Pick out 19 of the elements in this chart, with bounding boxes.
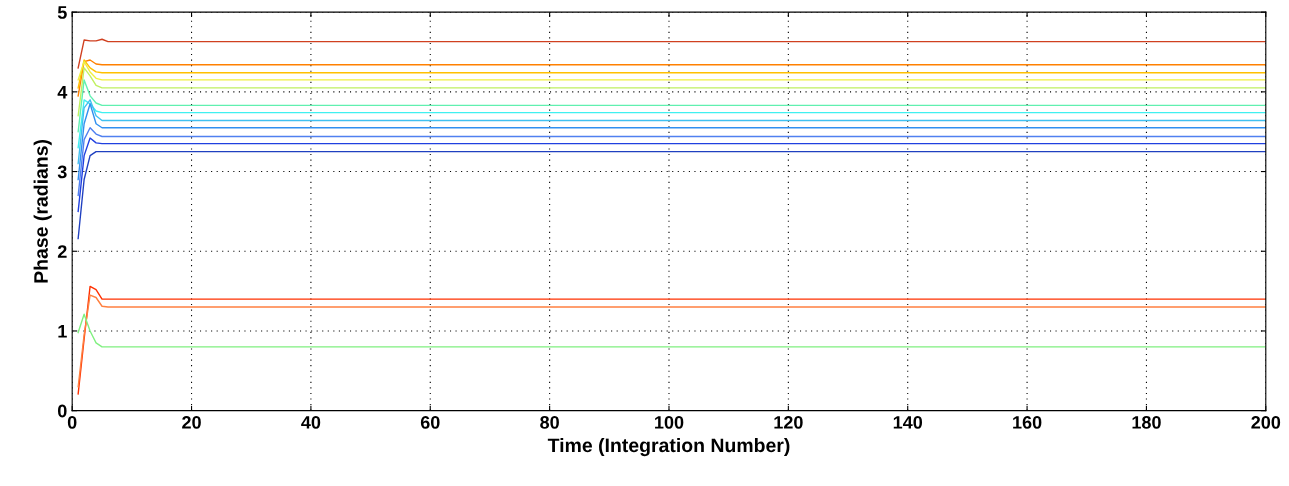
x-tick-label: 100 [655,416,684,429]
x-tick-label: 180 [1132,416,1161,429]
y-tick-label: 1 [58,325,67,338]
x-tick-label: 140 [893,416,923,429]
y-axis-title: Phase (radians) [33,139,52,283]
x-axis-title: Time (Integration Number) [547,437,790,457]
x-tick-label: 200 [1251,416,1281,429]
x-tick-label: 20 [182,416,201,429]
x-tick-label: 0 [67,416,77,429]
x-tick-label: 60 [420,416,440,429]
x-tick-label: 160 [1013,416,1042,429]
y-tick-label: 2 [57,245,67,258]
x-tick-label: 40 [301,416,321,429]
x-tick-label: 80 [540,416,559,429]
y-tick-label: 4 [57,85,68,99]
y-tick-label: 5 [57,6,67,19]
y-tick-label: 3 [57,165,67,179]
x-tick-label: 120 [774,416,803,429]
y-tick-label: 0 [58,404,67,418]
